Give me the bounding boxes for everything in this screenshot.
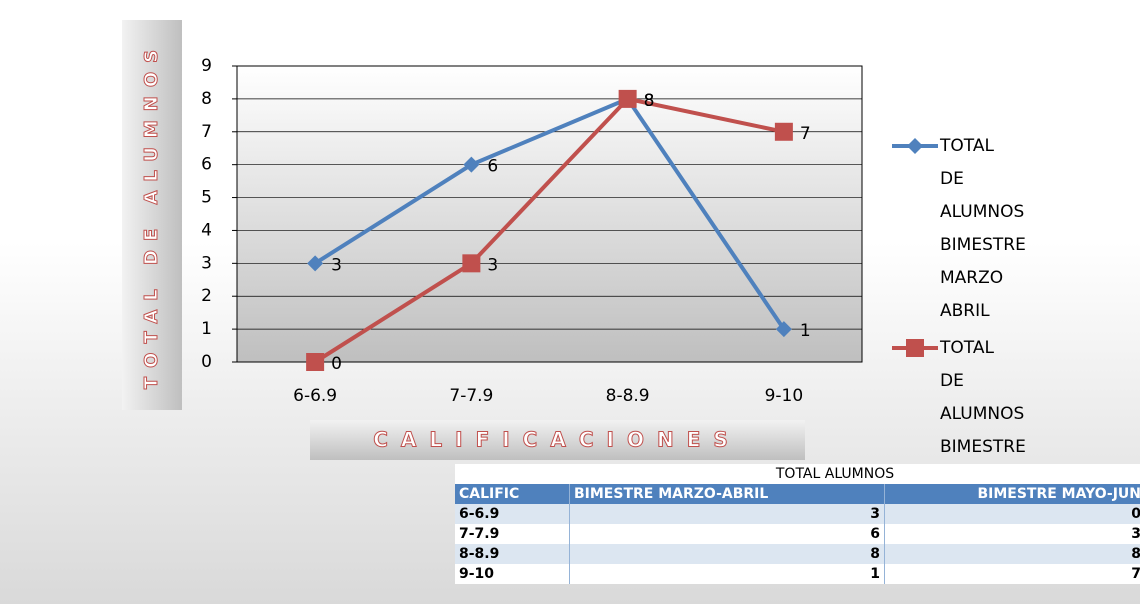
x-tick-label: 9-10 <box>765 386 804 406</box>
table-cell: 3 <box>1131 526 1140 542</box>
data-label: 8 <box>644 91 655 111</box>
y-tick-label: 1 <box>201 319 212 339</box>
y-tick-label: 5 <box>201 188 212 208</box>
header-cell: CALIFIC <box>455 484 570 504</box>
table-row: 7-7.9 6 3 <box>455 524 1140 544</box>
header-cell: BIMESTRE MARZO-ABRIL <box>570 484 885 504</box>
table-cell: 3 <box>570 504 885 524</box>
marker <box>618 89 637 108</box>
x-tick-label: 7-7.9 <box>449 386 493 406</box>
data-label: 0 <box>331 354 342 374</box>
x-axis-title: CALIFICACIONES <box>373 428 741 452</box>
x-title-box <box>310 420 805 460</box>
data-label: 8 <box>644 91 655 111</box>
x-tick-label: 8-8.9 <box>606 386 650 406</box>
y-tick-label: 2 <box>201 286 212 306</box>
y-tick-label: 3 <box>201 253 212 273</box>
y-tick-label: 4 <box>201 220 212 240</box>
table-row: 9-10 1 7 <box>455 564 1140 584</box>
marker <box>307 255 324 272</box>
marker <box>306 353 325 371</box>
legend-entry: TOTAL DE ALUMNOS BIMESTRE MARZO ABRIL <box>890 130 1130 328</box>
table: TOTAL ALUMNOS CALIFIC BIMESTRE MARZO-ABRI… <box>455 464 1140 584</box>
x-tick-label: 6-6.9 <box>293 386 337 406</box>
y-tick-label: 7 <box>201 122 212 142</box>
table-cell: 8 <box>1131 546 1140 562</box>
y-tick-label: 9 <box>201 56 212 76</box>
y-tick-label: 0 <box>201 352 212 372</box>
series-line <box>314 96 785 364</box>
data-label: 7 <box>800 124 811 144</box>
table-cell: 0 <box>1131 506 1140 522</box>
table-cell: 7-7.9 <box>455 524 570 544</box>
y-tick-label: 6 <box>201 155 212 175</box>
legend-swatch <box>892 138 938 154</box>
table-title: TOTAL ALUMNOS <box>775 466 895 482</box>
y-axis-title: TOTAL DE ALUMNOS <box>141 41 162 389</box>
table-cell: 9-10 <box>455 564 570 584</box>
table-row: 8-8.9 8 8 <box>455 544 1140 564</box>
marker <box>463 156 480 173</box>
marker <box>775 321 792 338</box>
table-row: 6-6.9 3 0 <box>455 504 1140 524</box>
marker <box>774 122 793 141</box>
y-title-box <box>122 20 182 410</box>
plot-area <box>236 65 863 363</box>
legend-swatch <box>892 339 938 357</box>
marker <box>462 254 481 273</box>
legend-marker <box>907 138 923 154</box>
header-cell: BIMESTRE MAYO-JUN <box>977 486 1140 502</box>
table-cell: 8-8.9 <box>455 544 570 564</box>
table-cell: 6 <box>570 524 885 544</box>
legend: TOTAL DE ALUMNOS BIMESTRE MARZO ABRIL TOT… <box>890 130 1130 501</box>
series-line <box>314 96 786 331</box>
legend-label: TOTAL DE ALUMNOS BIMESTRE MARZO ABRIL <box>940 136 1026 321</box>
table-cell: 8 <box>570 544 885 564</box>
table-cell: 6-6.9 <box>455 504 570 524</box>
y-tick-label: 8 <box>201 89 212 109</box>
legend-marker <box>906 339 924 357</box>
data-label: 6 <box>487 157 498 177</box>
data-label: 3 <box>487 255 498 275</box>
table-cell: 7 <box>1131 566 1140 582</box>
table-cell: 1 <box>570 564 885 584</box>
data-label: 3 <box>331 255 342 275</box>
data-label: 1 <box>800 321 811 341</box>
